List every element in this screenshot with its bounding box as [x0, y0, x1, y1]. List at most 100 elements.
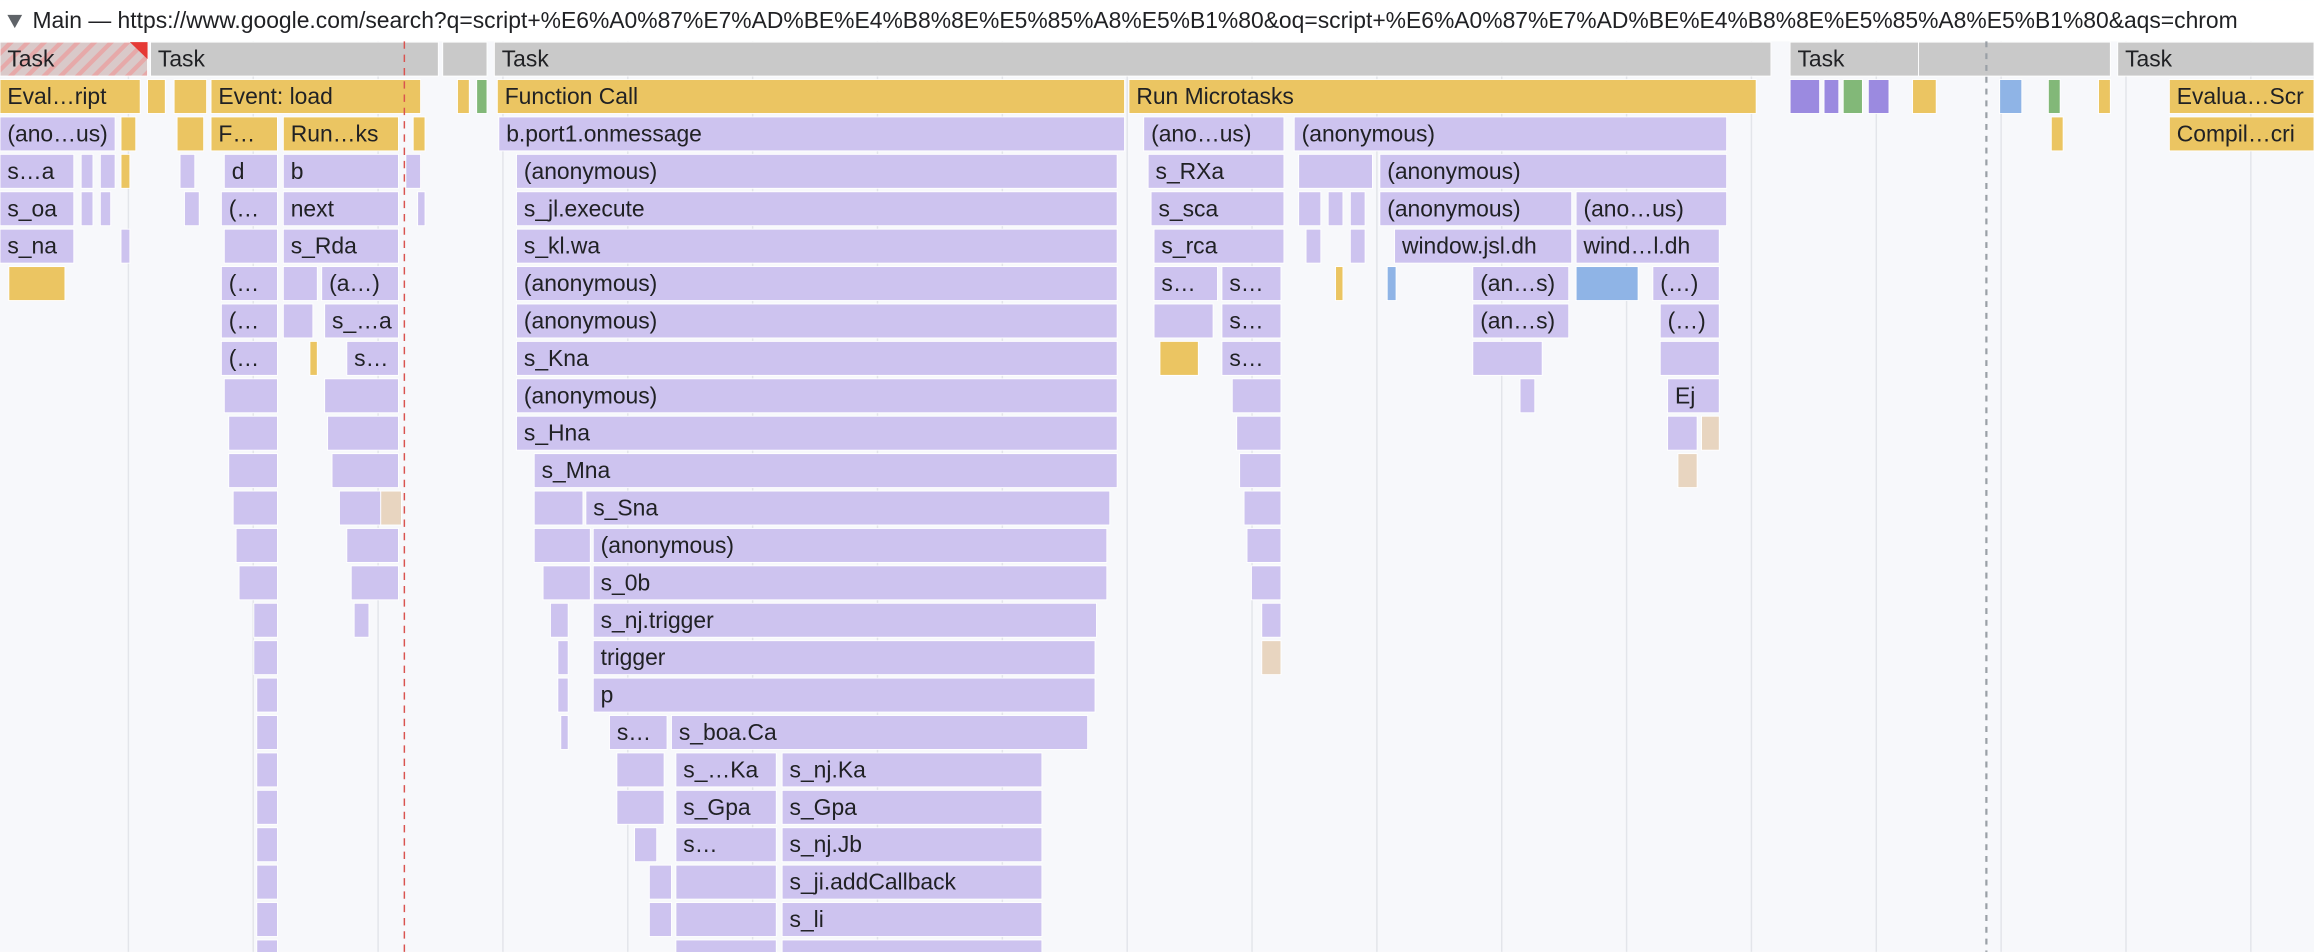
call-slice[interactable] [496, 79, 1125, 114]
slice[interactable] [1789, 79, 1821, 114]
call-slice[interactable] [516, 415, 1118, 451]
slice[interactable] [2098, 79, 2111, 114]
slice[interactable] [412, 116, 426, 152]
slice[interactable] [253, 602, 278, 638]
slice[interactable] [533, 528, 591, 563]
slice[interactable] [1912, 79, 1937, 114]
slice[interactable] [542, 565, 591, 601]
slice[interactable] [1261, 602, 1282, 638]
slice[interactable] [282, 303, 314, 339]
slice[interactable] [557, 640, 569, 676]
call-slice[interactable] [516, 228, 1118, 264]
slice[interactable] [634, 827, 658, 863]
call-slice[interactable] [1153, 228, 1285, 264]
call-slice[interactable] [1221, 266, 1282, 301]
call-slice[interactable] [516, 191, 1118, 227]
call-slice[interactable] [1652, 266, 1720, 301]
slice[interactable] [1305, 228, 1322, 264]
slice[interactable] [648, 864, 672, 900]
slice[interactable] [256, 939, 278, 952]
call-slice[interactable] [2168, 116, 2314, 152]
slice[interactable] [560, 715, 569, 750]
call-slice[interactable] [282, 153, 399, 189]
call-slice[interactable] [1293, 116, 1728, 152]
call-slice[interactable] [0, 228, 75, 264]
slice[interactable] [1472, 340, 1543, 376]
call-slice[interactable] [498, 116, 1125, 152]
call-slice[interactable] [675, 827, 777, 863]
slice[interactable] [675, 939, 777, 952]
slice[interactable] [1386, 266, 1397, 301]
slice[interactable] [223, 228, 278, 264]
call-slice[interactable] [1221, 340, 1282, 376]
slice[interactable] [228, 453, 278, 489]
slice[interactable] [1575, 266, 1639, 301]
call-slice[interactable] [675, 789, 777, 825]
slice[interactable] [256, 902, 278, 937]
slice[interactable] [1659, 340, 1720, 376]
slice[interactable] [1701, 415, 1720, 451]
slice[interactable] [338, 490, 382, 526]
slice[interactable] [179, 153, 196, 189]
slice[interactable] [184, 191, 200, 227]
slice[interactable] [1823, 79, 1840, 114]
slice[interactable] [120, 228, 131, 264]
call-slice[interactable] [781, 752, 1043, 788]
slice[interactable] [2050, 116, 2064, 152]
call-slice[interactable] [282, 228, 399, 264]
slice[interactable] [417, 191, 426, 227]
slice[interactable] [228, 415, 278, 451]
call-slice[interactable] [324, 303, 399, 339]
slice[interactable] [80, 153, 94, 189]
call-slice[interactable] [1472, 266, 1570, 301]
slice[interactable] [256, 827, 278, 863]
call-slice[interactable] [1394, 228, 1573, 264]
call-slice[interactable] [1379, 191, 1573, 227]
slice[interactable] [1246, 528, 1282, 563]
call-slice[interactable] [1575, 191, 1728, 227]
call-slice[interactable] [1575, 228, 1720, 264]
slice[interactable] [1153, 303, 1214, 339]
call-slice[interactable] [1659, 303, 1720, 339]
slice[interactable] [1999, 79, 2023, 114]
slice[interactable] [550, 602, 569, 638]
slice[interactable] [1327, 191, 1344, 227]
slice[interactable] [1239, 453, 1282, 489]
call-slice[interactable] [0, 191, 75, 227]
call-slice[interactable] [1128, 79, 1757, 114]
slice[interactable] [1842, 79, 1863, 114]
task-slice[interactable] [150, 41, 439, 77]
call-slice[interactable] [516, 153, 1118, 189]
call-slice[interactable] [592, 528, 1108, 563]
call-slice[interactable] [2168, 79, 2314, 114]
slice[interactable] [147, 79, 166, 114]
call-slice[interactable] [1143, 116, 1285, 152]
slice[interactable] [120, 153, 131, 189]
call-slice[interactable] [781, 902, 1043, 937]
call-slice[interactable] [1472, 303, 1570, 339]
task-slice[interactable] [2117, 41, 2314, 77]
call-slice[interactable] [592, 565, 1108, 601]
call-slice[interactable] [671, 715, 1089, 750]
slice[interactable] [1867, 79, 1890, 114]
slice[interactable] [1349, 191, 1366, 227]
slice[interactable] [235, 528, 278, 563]
call-slice[interactable] [0, 153, 75, 189]
call-slice[interactable] [516, 378, 1118, 414]
expand-arrow[interactable] [7, 14, 23, 29]
slice[interactable] [1159, 340, 1199, 376]
call-slice[interactable] [592, 640, 1096, 676]
call-slice[interactable] [609, 715, 668, 750]
slice[interactable] [324, 378, 399, 414]
call-slice[interactable] [585, 490, 1111, 526]
slice[interactable] [1243, 490, 1282, 526]
slice[interactable] [557, 677, 569, 713]
slice[interactable] [8, 266, 66, 301]
call-slice[interactable] [592, 677, 1096, 713]
slice[interactable] [256, 677, 278, 713]
call-slice[interactable] [516, 340, 1118, 376]
call-slice[interactable] [1147, 153, 1285, 189]
slice[interactable] [346, 528, 399, 563]
call-slice[interactable] [220, 266, 278, 301]
slice[interactable] [238, 565, 278, 601]
